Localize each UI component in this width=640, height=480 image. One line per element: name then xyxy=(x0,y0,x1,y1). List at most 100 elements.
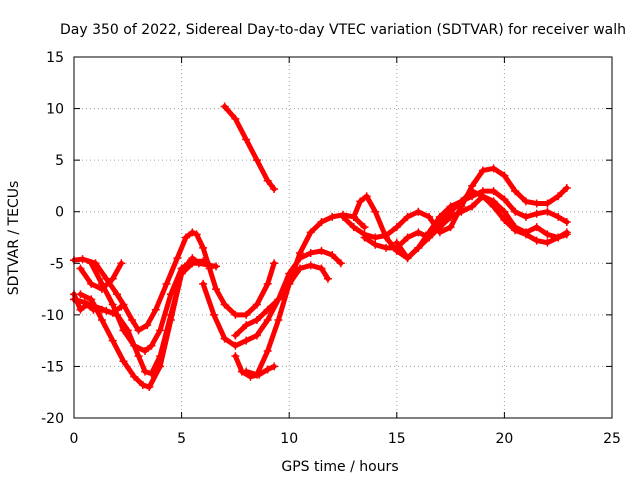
series-line xyxy=(222,104,277,192)
data-point xyxy=(392,223,401,232)
data-point xyxy=(500,171,509,180)
data-point xyxy=(205,264,214,273)
data-point xyxy=(82,300,91,309)
x-tick-label: 5 xyxy=(177,431,186,447)
data-point xyxy=(108,300,117,309)
data-point xyxy=(295,264,304,273)
data-point xyxy=(403,212,412,221)
data-point xyxy=(255,370,264,379)
data-point xyxy=(446,223,455,232)
data-point xyxy=(543,230,552,239)
y-tick-label: 10 xyxy=(46,102,64,118)
data-point xyxy=(543,207,552,216)
y-tick-label: -15 xyxy=(41,359,64,375)
data-point xyxy=(156,326,165,335)
series-track-15 xyxy=(392,187,571,263)
data-point xyxy=(220,300,229,309)
data-point xyxy=(76,305,85,314)
y-tick-label: 5 xyxy=(55,153,64,169)
data-point xyxy=(403,233,412,242)
x-tick-label: 0 xyxy=(70,431,79,447)
data-point xyxy=(242,321,251,330)
data-point xyxy=(457,207,466,216)
y-tick-label: 0 xyxy=(55,205,64,221)
data-point xyxy=(263,316,272,325)
data-point xyxy=(128,316,137,325)
series-track-11 xyxy=(220,102,279,194)
data-point xyxy=(328,251,337,260)
data-point xyxy=(500,195,509,204)
data-point xyxy=(532,223,541,232)
data-point xyxy=(119,357,128,366)
data-point xyxy=(371,240,380,249)
data-point xyxy=(457,197,466,206)
data-point xyxy=(554,212,563,221)
x-tick-label: 25 xyxy=(603,431,621,447)
data-point xyxy=(108,336,117,345)
data-point xyxy=(91,259,100,268)
y-tick-label: 15 xyxy=(46,50,64,66)
data-point xyxy=(97,305,106,314)
data-point xyxy=(403,254,412,263)
series-track-8 xyxy=(231,210,369,340)
data-point xyxy=(446,207,455,216)
data-point xyxy=(382,243,391,252)
data-point xyxy=(138,380,147,389)
data-point xyxy=(360,233,369,242)
data-point xyxy=(285,279,294,288)
data-point xyxy=(156,362,165,371)
data-point xyxy=(468,187,477,196)
data-point xyxy=(489,202,498,211)
data-point xyxy=(237,367,246,376)
data-point xyxy=(425,233,434,242)
data-point xyxy=(274,295,283,304)
y-tick-label: -10 xyxy=(41,308,64,324)
data-point xyxy=(543,199,552,208)
data-point xyxy=(435,218,444,227)
data-point xyxy=(145,383,154,392)
data-point xyxy=(177,264,186,273)
data-point xyxy=(220,102,229,111)
data-point xyxy=(317,218,326,227)
data-point xyxy=(188,228,197,237)
data-point xyxy=(113,290,122,299)
data-point xyxy=(274,316,283,325)
data-point xyxy=(500,215,509,224)
data-point xyxy=(151,305,160,314)
data-point xyxy=(242,310,251,319)
plot-frame xyxy=(73,56,613,419)
data-point xyxy=(263,279,272,288)
data-point xyxy=(532,199,541,208)
data-point xyxy=(270,185,279,194)
data-point xyxy=(468,202,477,211)
data-point xyxy=(339,212,347,221)
data-point xyxy=(263,176,272,185)
data-point xyxy=(382,233,391,242)
data-point xyxy=(141,367,150,376)
x-axis-title: GPS time / hours xyxy=(281,459,398,475)
data-point xyxy=(246,372,255,381)
data-point xyxy=(371,233,380,242)
data-point xyxy=(87,295,96,304)
data-point xyxy=(554,233,563,242)
data-point xyxy=(349,223,358,232)
data-point xyxy=(252,300,261,309)
data-point xyxy=(270,362,279,371)
data-point xyxy=(489,164,498,173)
data-point xyxy=(252,156,261,165)
data-point xyxy=(220,334,229,343)
series-track-3 xyxy=(87,257,214,355)
data-point xyxy=(166,290,175,299)
series-layer xyxy=(70,102,571,392)
data-point xyxy=(134,352,143,361)
data-point xyxy=(521,212,530,221)
series-track-10 xyxy=(231,352,279,381)
data-point xyxy=(295,248,304,257)
data-point xyxy=(489,187,498,196)
data-point xyxy=(231,352,240,361)
data-point xyxy=(554,192,563,201)
data-point xyxy=(362,192,371,201)
data-point xyxy=(108,308,117,317)
data-point xyxy=(76,264,85,273)
